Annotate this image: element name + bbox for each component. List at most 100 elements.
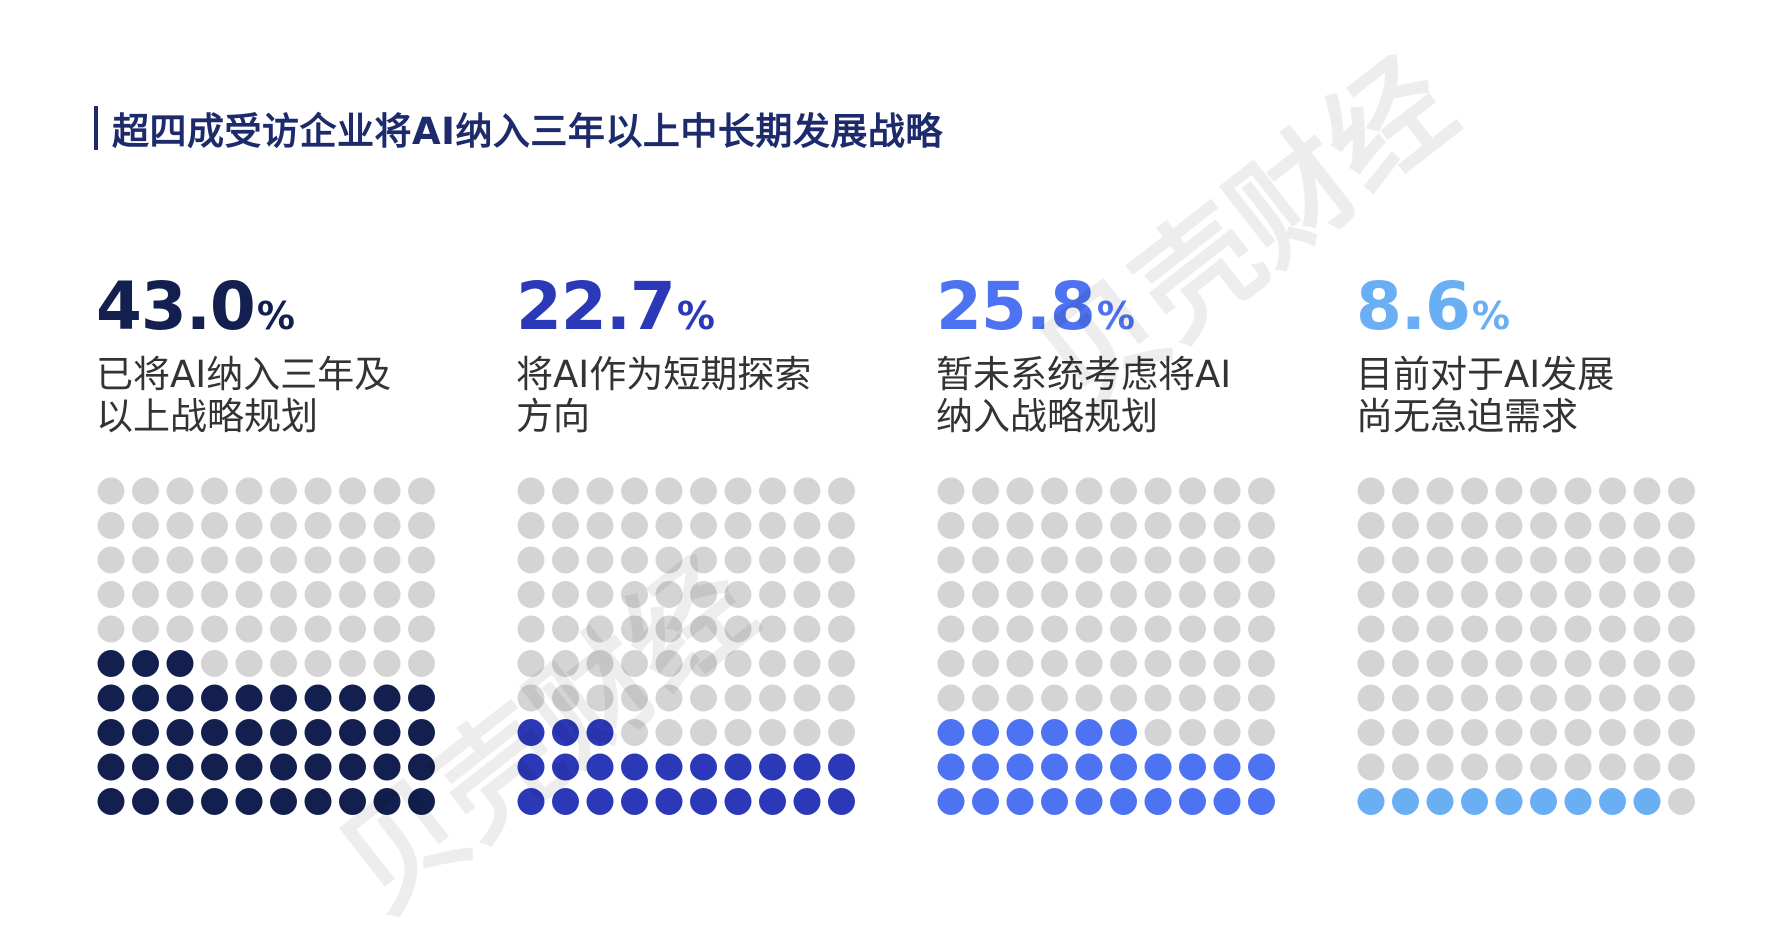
waffle-dot-empty xyxy=(1179,719,1206,746)
stat-panel-4: 8.6 % 目前对于AI发展 尚无急迫需求 xyxy=(1356,268,1736,438)
waffle-dot-filled xyxy=(132,650,159,677)
waffle-dot-empty xyxy=(793,684,821,712)
waffle-dot-filled xyxy=(97,753,125,781)
waffle-dot-filled xyxy=(1110,753,1137,781)
description-line-4a: 目前对于AI发展 xyxy=(1356,353,1615,396)
waffle-dot-empty xyxy=(1248,719,1275,746)
waffle-dot-filled xyxy=(97,684,125,712)
waffle-dot-empty xyxy=(1248,546,1275,574)
waffle-dot-empty xyxy=(1564,684,1592,712)
waffle-dot-empty xyxy=(1426,650,1454,677)
waffle-dot-filled xyxy=(408,684,435,712)
waffle-dot-empty xyxy=(1633,684,1661,712)
waffle-dot-empty xyxy=(1633,615,1661,643)
waffle-dot-filled xyxy=(408,719,435,746)
waffle-dot-empty xyxy=(793,615,821,643)
waffle-dot-filled xyxy=(1495,788,1523,815)
waffle-dot-empty xyxy=(1461,581,1488,608)
percentage-1: 43.0 % xyxy=(96,268,476,346)
waffle-dot-empty xyxy=(1426,719,1454,746)
waffle-dot-empty xyxy=(373,477,401,505)
waffle-dot-filled xyxy=(201,684,228,712)
waffle-dot-empty xyxy=(690,581,717,608)
waffle-dot-empty xyxy=(759,477,786,505)
waffle-dot-empty xyxy=(552,581,579,608)
waffle-dot-empty xyxy=(690,719,717,746)
waffle-dot-filled xyxy=(1357,788,1385,815)
waffle-dot-empty xyxy=(1461,753,1488,781)
waffle-dot-empty xyxy=(1668,753,1695,781)
waffle-dot-empty xyxy=(97,546,125,574)
waffle-dot-empty xyxy=(655,581,683,608)
waffle-dot-filled xyxy=(1426,788,1454,815)
waffle-dot-empty xyxy=(1179,684,1206,712)
waffle-dot-empty xyxy=(621,581,648,608)
waffle-dot-filled xyxy=(937,719,965,746)
waffle-dot-empty xyxy=(1392,581,1419,608)
waffle-dot-filled xyxy=(1110,719,1137,746)
waffle-dot-empty xyxy=(552,650,579,677)
waffle-dot-empty xyxy=(1041,477,1068,505)
waffle-dot-empty xyxy=(235,477,263,505)
waffle-dot-empty xyxy=(1392,650,1419,677)
waffle-dot-filled xyxy=(937,788,965,815)
waffle-dot-filled xyxy=(1110,788,1137,815)
waffle-dot-empty xyxy=(586,477,614,505)
waffle-dot-empty xyxy=(201,615,228,643)
waffle-dot-empty xyxy=(655,477,683,505)
waffle-dot-empty xyxy=(1599,477,1626,505)
waffle-dot-empty xyxy=(373,512,401,539)
waffle-dot-empty xyxy=(132,581,159,608)
waffle-dot-empty xyxy=(1668,477,1695,505)
waffle-dot-empty xyxy=(552,477,579,505)
waffle-dot-empty xyxy=(1144,581,1172,608)
waffle-dot-empty xyxy=(1179,581,1206,608)
waffle-dot-filled xyxy=(621,753,648,781)
waffle-dot-empty xyxy=(1426,512,1454,539)
waffle-dot-filled xyxy=(1392,788,1419,815)
waffle-dot-empty xyxy=(1426,477,1454,505)
waffle-dot-empty xyxy=(1248,684,1275,712)
waffle-dot-empty xyxy=(724,581,752,608)
waffle-dot-empty xyxy=(586,512,614,539)
description-line-2a: 将AI作为短期探索 xyxy=(516,353,812,396)
waffle-dot-empty xyxy=(759,512,786,539)
waffle-dot-empty xyxy=(166,546,194,574)
waffle-dot-empty xyxy=(1461,719,1488,746)
waffle-dot-empty xyxy=(972,615,999,643)
waffle-dot-empty xyxy=(339,615,366,643)
waffle-dot-filled xyxy=(304,684,332,712)
waffle-dot-empty xyxy=(1495,512,1523,539)
waffle-dot-empty xyxy=(1392,546,1419,574)
waffle-dot-empty xyxy=(201,650,228,677)
waffle-dot-empty xyxy=(235,650,263,677)
waffle-dot-filled xyxy=(1075,788,1103,815)
percentage-sign-3: % xyxy=(1096,294,1135,338)
waffle-grid-1 xyxy=(97,477,435,815)
waffle-dot-filled xyxy=(552,788,579,815)
waffle-dot-empty xyxy=(1530,512,1557,539)
waffle-dot-empty xyxy=(517,546,545,574)
waffle-dot-empty xyxy=(1144,477,1172,505)
waffle-dot-empty xyxy=(1006,512,1034,539)
waffle-dot-filled xyxy=(373,684,401,712)
waffle-dot-empty xyxy=(724,719,752,746)
stat-panel-1: 43.0 % 已将AI纳入三年及 以上战略规划 xyxy=(96,268,476,438)
description-line-1a: 已将AI纳入三年及 xyxy=(96,353,392,396)
waffle-dot-empty xyxy=(97,581,125,608)
waffle-dot-empty xyxy=(1041,684,1068,712)
waffle-dot-empty xyxy=(1495,477,1523,505)
waffle-dot-empty xyxy=(339,546,366,574)
percentage-value-4: 8.6 xyxy=(1356,268,1471,345)
description-line-2b: 方向 xyxy=(516,395,590,438)
waffle-dot-empty xyxy=(621,650,648,677)
waffle-dot-empty xyxy=(621,684,648,712)
waffle-dot-empty xyxy=(586,546,614,574)
waffle-dot-empty xyxy=(1668,615,1695,643)
waffle-dot-empty xyxy=(655,650,683,677)
waffle-dot-empty xyxy=(1599,615,1626,643)
waffle-dot-filled xyxy=(1006,753,1034,781)
waffle-dot-filled xyxy=(1006,719,1034,746)
waffle-dot-filled xyxy=(1599,788,1626,815)
waffle-dot-empty xyxy=(793,477,821,505)
